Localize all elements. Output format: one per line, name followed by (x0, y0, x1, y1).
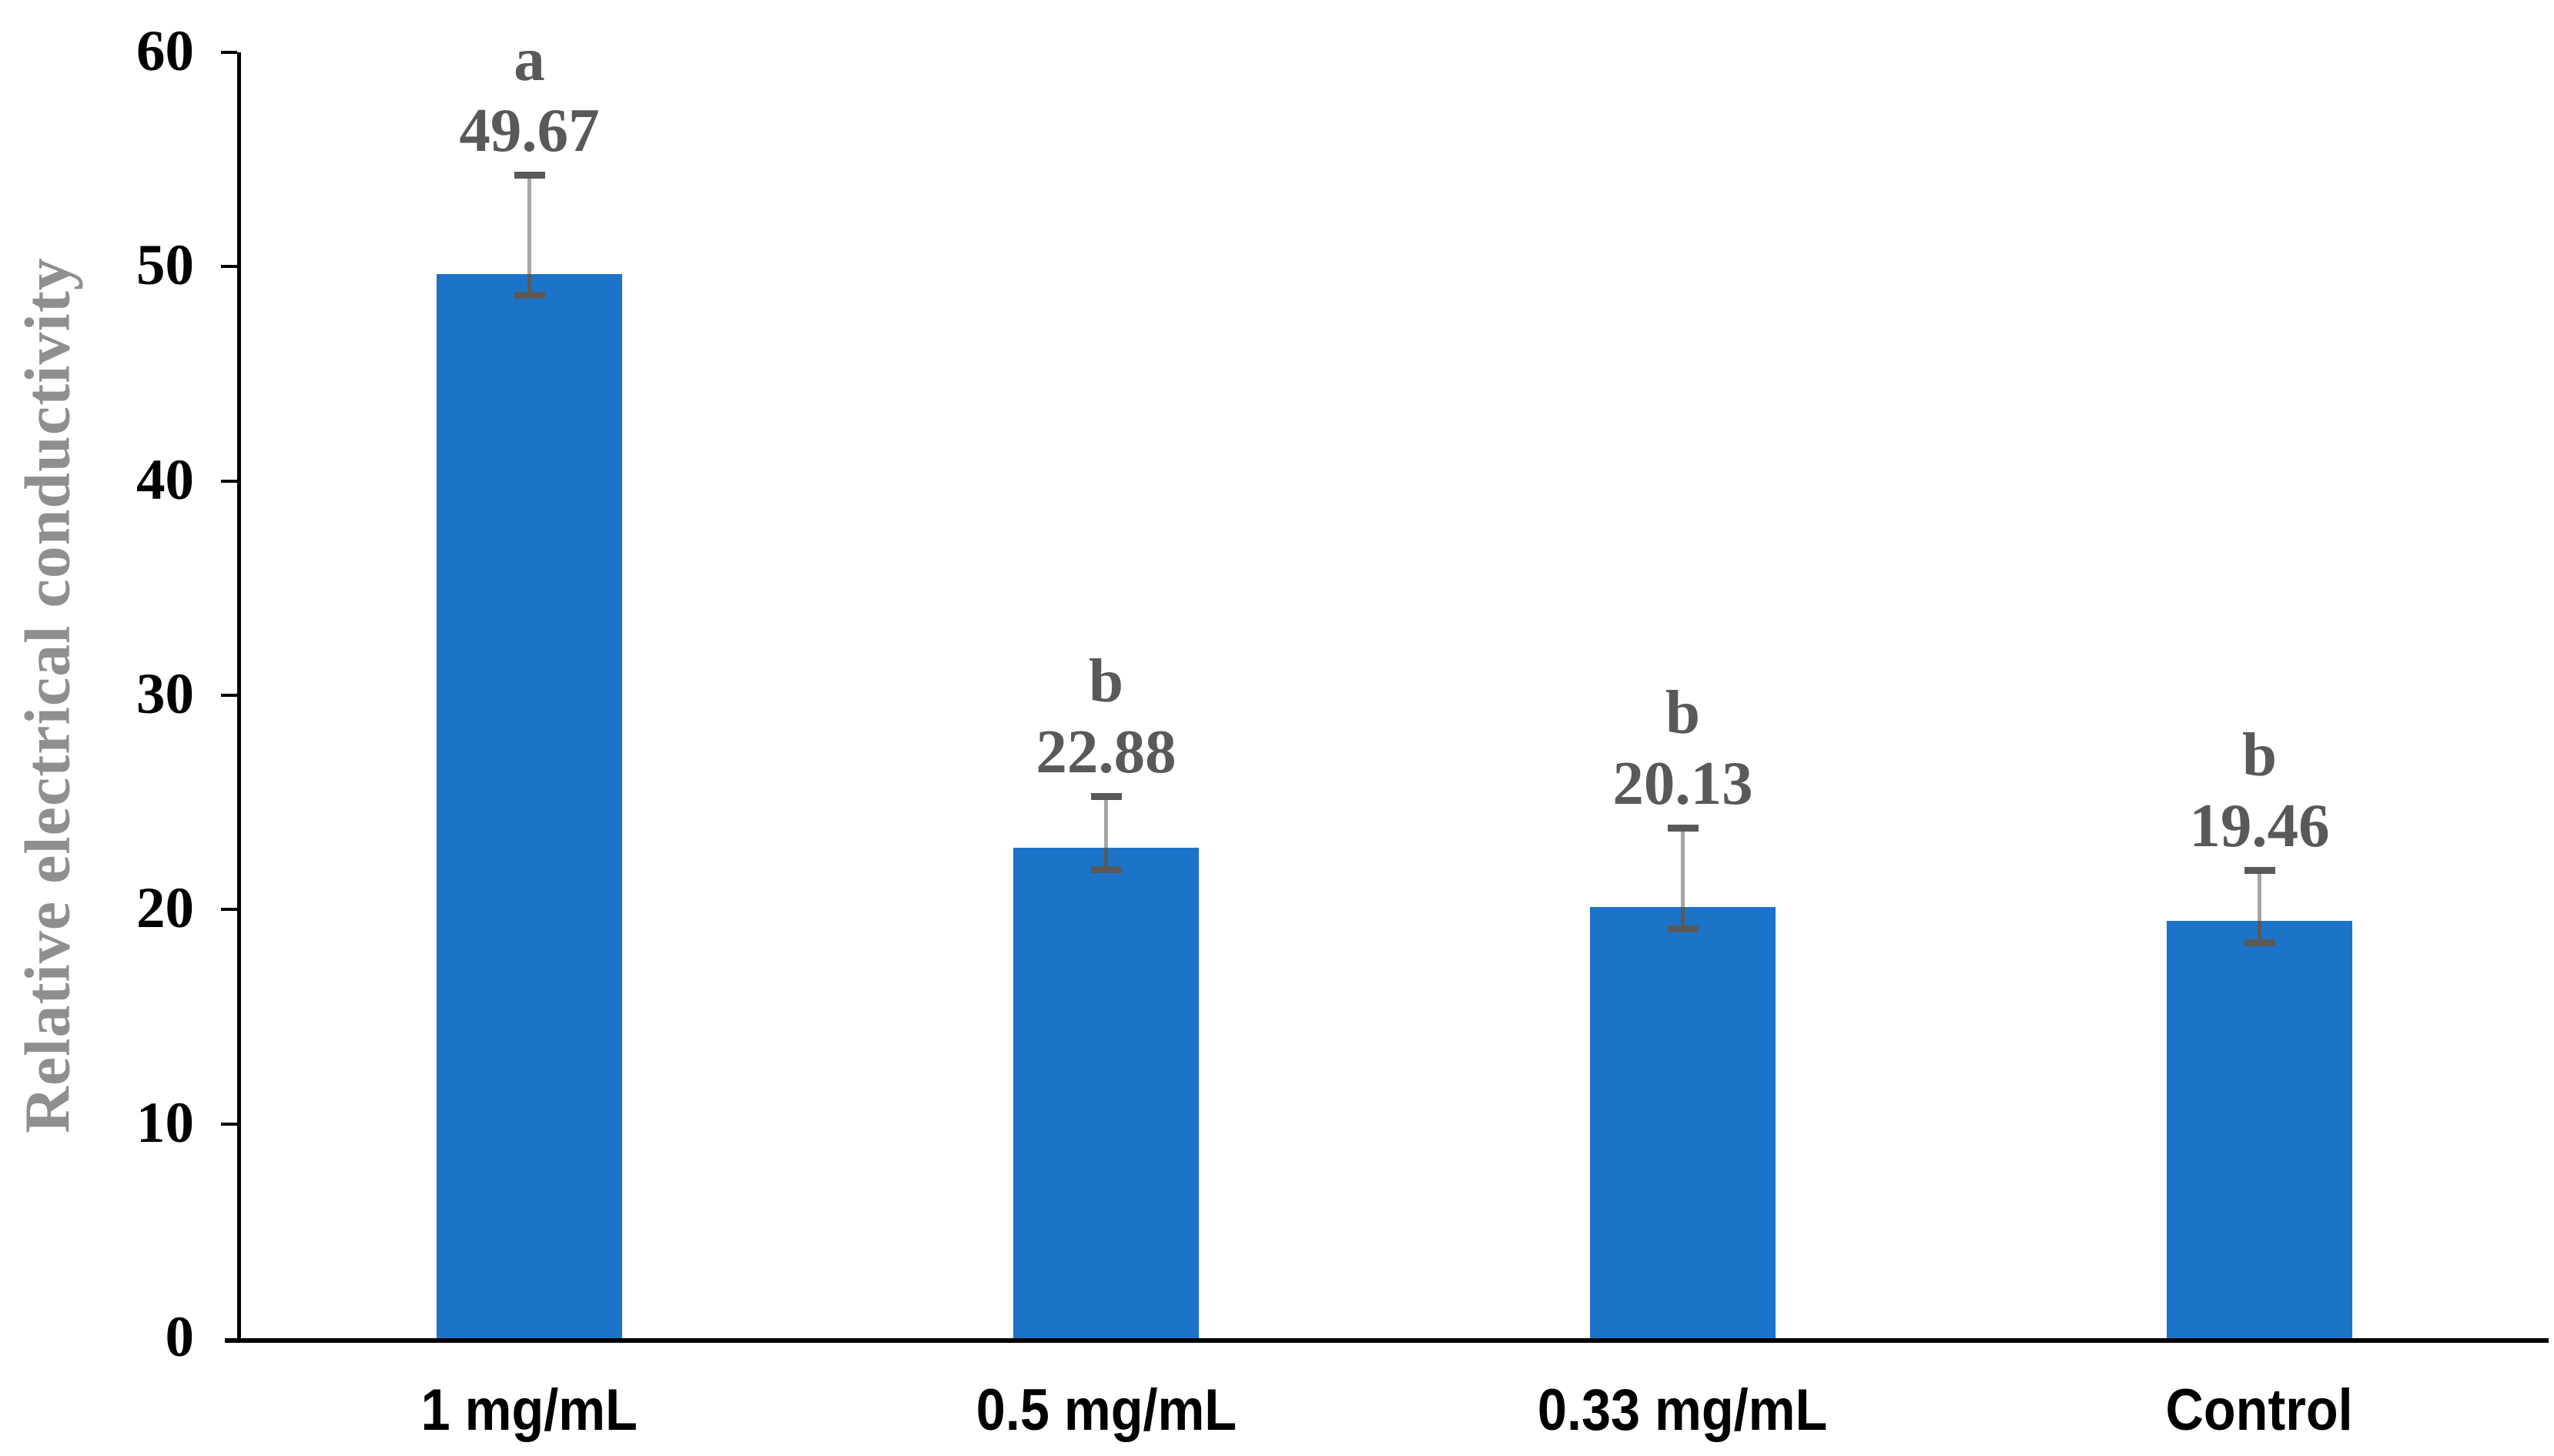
bar-0-33-mg-ml (1590, 906, 1776, 1338)
error-bar-bottom-cap (1667, 925, 1699, 932)
error-bar-lower-line (527, 273, 531, 296)
significance-letter: b (1088, 646, 1124, 716)
category-label: Control (1990, 1378, 2529, 1443)
y-axis-line (237, 52, 241, 1343)
error-bar-top-cap (514, 172, 545, 179)
y-axis-tick-label: 60 (136, 19, 194, 83)
category-label: 1 mg/mL (260, 1378, 799, 1443)
significance-letter: b (2241, 719, 2278, 789)
error-bar-lower-line (1104, 848, 1108, 869)
y-axis-tick (221, 694, 237, 697)
error-bar-top-cap (2244, 866, 2275, 874)
error-bar-lower-line (2258, 921, 2261, 943)
error-bar-bottom-cap (1090, 866, 1122, 873)
y-axis-tick-label: 0 (165, 1305, 195, 1369)
category-label: 0.5 mg/mL (837, 1378, 1376, 1443)
value-label: 19.46 (2189, 790, 2330, 860)
y-axis-tick-label: 50 (136, 233, 194, 298)
y-axis-tick-label: 20 (136, 876, 194, 941)
category-label-text: 0.33 mg/mL (1538, 1377, 1828, 1443)
x-axis-line (225, 1338, 2549, 1343)
error-bar-lower-line (1681, 906, 1685, 929)
error-bar-top-cap (1090, 793, 1122, 801)
error-bar-upper-line (1681, 830, 1685, 907)
y-axis-tick (221, 1122, 237, 1126)
bar-control (2167, 921, 2352, 1338)
y-axis-tick (221, 479, 237, 483)
y-axis-tick-label: 10 (136, 1090, 194, 1155)
value-label: 20.13 (1612, 748, 1753, 818)
significance-letter: a (514, 25, 545, 95)
y-axis-tick-label: 30 (136, 662, 194, 726)
bar-label-block: b 22.88 (875, 645, 1337, 787)
value-label: 22.88 (1036, 717, 1177, 787)
category-label-text: 0.5 mg/mL (976, 1377, 1237, 1443)
y-axis-tick (221, 908, 237, 912)
value-label: 49.67 (459, 95, 600, 166)
bar-1-mg-ml (437, 273, 622, 1338)
bar-label-block: a 49.67 (299, 24, 761, 166)
category-label-text: 1 mg/mL (420, 1377, 638, 1443)
category-label-text: Control (2165, 1377, 2354, 1443)
bar-0-5-mg-ml (1013, 848, 1199, 1338)
error-bar-upper-line (1104, 799, 1108, 848)
error-bar-upper-line (2258, 872, 2261, 922)
error-bar-top-cap (1667, 824, 1699, 832)
error-bar-upper-line (527, 178, 531, 274)
error-bar-bottom-cap (2244, 939, 2275, 947)
y-axis-tick (221, 265, 237, 269)
category-label: 0.33 mg/mL (1414, 1378, 1953, 1443)
significance-letter: b (1665, 677, 1701, 747)
bar-label-block: b 19.46 (2029, 719, 2491, 861)
error-bar-bottom-cap (514, 292, 545, 300)
y-axis-tick (221, 51, 237, 54)
bar-label-block: b 20.13 (1452, 677, 1914, 818)
y-axis-tick-label: 40 (136, 447, 194, 512)
